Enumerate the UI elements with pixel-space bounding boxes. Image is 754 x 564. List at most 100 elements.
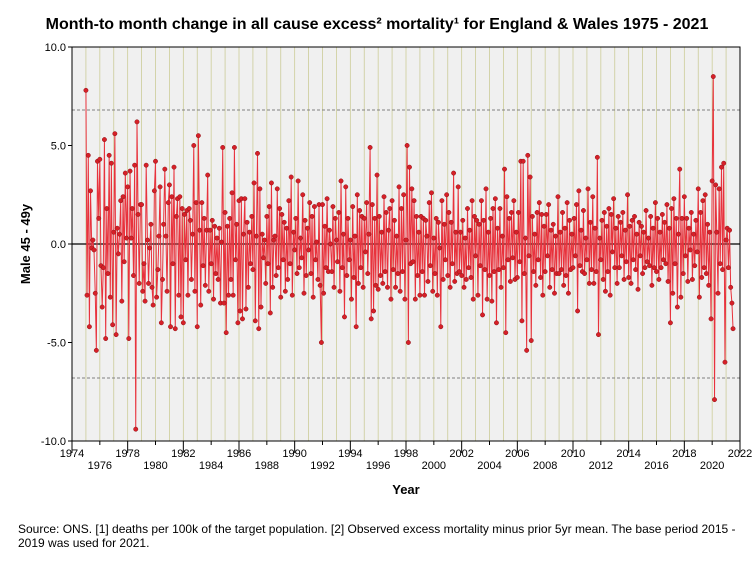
data-point [333,237,339,243]
data-point [195,133,201,139]
data-point [106,152,112,158]
data-point [458,229,463,235]
data-point [710,74,716,80]
data-point [396,184,402,190]
data-point [618,219,624,225]
data-point [112,131,118,137]
data-point [91,247,97,253]
data-point [599,217,605,223]
data-point [223,330,229,336]
data-point [242,196,248,202]
data-point [569,231,575,237]
data-point [524,347,530,353]
data-point [308,271,314,276]
data-point [521,271,527,276]
data-point [153,158,158,164]
data-point [642,265,648,271]
data-point [691,231,697,237]
x-tick-label: 1994 [338,448,362,460]
data-point [620,210,626,215]
data-point [689,277,695,282]
data-point [132,162,138,168]
data-point [225,223,230,229]
y-tick-label: -5.0 [47,338,66,350]
data-point [637,253,643,259]
data-point [657,229,663,235]
data-point [292,247,298,253]
data-point [607,292,613,298]
data-point [350,204,356,210]
data-point [401,192,407,198]
data-point [580,208,586,213]
data-point [407,164,412,170]
data-point [197,227,203,233]
x-tick-label: 1974 [60,448,84,460]
x-axis-title: Year [392,482,419,497]
data-point [110,322,116,328]
data-point [163,233,169,239]
data-point [170,261,176,267]
x-tick-label: 2022 [728,448,752,460]
data-point [393,284,399,290]
data-point [487,273,492,278]
data-point [439,198,445,204]
data-point [284,225,290,231]
data-point [466,265,472,271]
data-point [144,237,150,243]
x-tick-label: 2002 [449,448,473,460]
data-point [422,292,427,298]
data-point [147,245,153,251]
data-point [260,255,266,261]
data-point [367,145,373,150]
data-point [696,294,702,300]
data-point [542,269,548,275]
data-point [726,265,731,271]
data-point [135,212,141,217]
data-point [426,200,432,206]
data-point [674,304,680,310]
data-point [708,316,714,322]
data-point [248,261,254,267]
data-point [395,271,401,276]
data-point [629,217,635,223]
data-point [730,326,736,332]
data-point [347,237,353,243]
data-point [140,288,146,294]
data-point [538,275,544,280]
data-point [678,294,684,300]
data-point [317,282,323,288]
data-point [306,247,312,253]
data-point [194,324,200,330]
data-point [582,271,587,276]
data-point [351,275,357,280]
data-point [258,304,264,310]
data-point [373,282,379,288]
data-point [453,229,459,235]
data-point [525,152,531,158]
data-point [294,271,300,276]
data-point [243,306,249,312]
data-point [220,145,226,150]
data-point [208,261,214,267]
data-point [244,219,250,225]
data-point [505,257,511,263]
data-point [375,286,381,292]
x-tick-label: 2018 [672,448,696,460]
data-point [533,282,539,288]
data-point [680,271,686,276]
data-point [259,231,265,237]
data-point [330,204,336,210]
data-point [402,296,408,302]
data-point [146,280,151,286]
data-point [264,213,270,219]
data-point [431,235,437,241]
data-point [105,271,111,276]
data-point [494,320,499,326]
data-point [714,229,720,235]
data-point [707,229,713,235]
data-point [438,324,444,330]
data-point [398,206,404,211]
data-point [527,174,533,180]
data-point [677,166,683,172]
